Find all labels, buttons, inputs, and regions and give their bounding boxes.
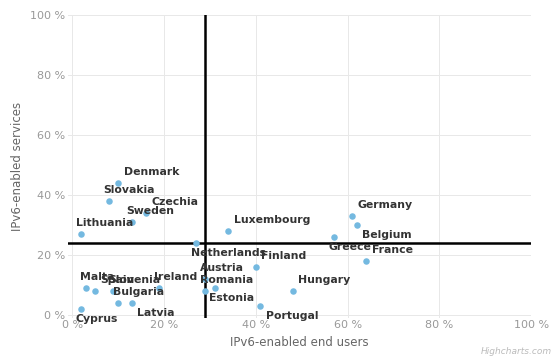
Point [109, 288, 118, 293]
Text: Estonia: Estonia [209, 293, 254, 303]
X-axis label: IPv6-enabled end users: IPv6-enabled end users [230, 336, 369, 349]
Text: Lithuania: Lithuania [76, 218, 133, 228]
Point [114, 300, 123, 306]
Text: Slovenia: Slovenia [108, 275, 160, 285]
Text: Belgium: Belgium [362, 230, 412, 240]
Point [329, 234, 338, 240]
Text: Malta: Malta [81, 272, 115, 282]
Text: Finland: Finland [262, 251, 307, 261]
Point [81, 285, 90, 291]
Text: Greece: Greece [328, 242, 371, 252]
Text: Ireland: Ireland [154, 272, 197, 282]
Text: Sweden: Sweden [127, 206, 174, 216]
Text: Luxembourg: Luxembourg [234, 215, 310, 225]
Point [91, 288, 100, 293]
Text: Czechia: Czechia [151, 197, 198, 207]
Text: Romania: Romania [200, 275, 253, 285]
Point [288, 288, 297, 293]
Point [155, 285, 164, 291]
Point [201, 276, 210, 282]
Point [141, 210, 150, 216]
Text: Germany: Germany [358, 200, 413, 210]
Point [362, 258, 371, 264]
Text: Cyprus: Cyprus [76, 314, 118, 324]
Point [210, 285, 219, 291]
Point [256, 303, 265, 309]
Text: Bulgaria: Bulgaria [113, 287, 164, 297]
Text: Denmark: Denmark [124, 167, 179, 177]
Text: Austria: Austria [200, 263, 244, 273]
Point [77, 306, 86, 311]
Point [127, 219, 136, 225]
Point [348, 213, 357, 219]
Text: Spain: Spain [101, 275, 135, 285]
Y-axis label: IPv6-enabled services: IPv6-enabled services [11, 102, 24, 231]
Text: Latvia: Latvia [137, 308, 175, 318]
Text: Netherlands: Netherlands [190, 248, 265, 258]
Point [192, 240, 200, 246]
Point [114, 180, 123, 186]
Point [224, 228, 233, 234]
Point [127, 300, 136, 306]
Text: Hungary: Hungary [298, 275, 351, 285]
Point [251, 264, 260, 270]
Text: Highcharts.com: Highcharts.com [480, 347, 552, 356]
Text: Portugal: Portugal [266, 311, 319, 321]
Point [104, 198, 113, 204]
Point [352, 222, 361, 228]
Point [77, 231, 86, 237]
Text: Slovakia: Slovakia [104, 185, 155, 195]
Text: France: France [372, 245, 413, 255]
Point [201, 288, 210, 293]
